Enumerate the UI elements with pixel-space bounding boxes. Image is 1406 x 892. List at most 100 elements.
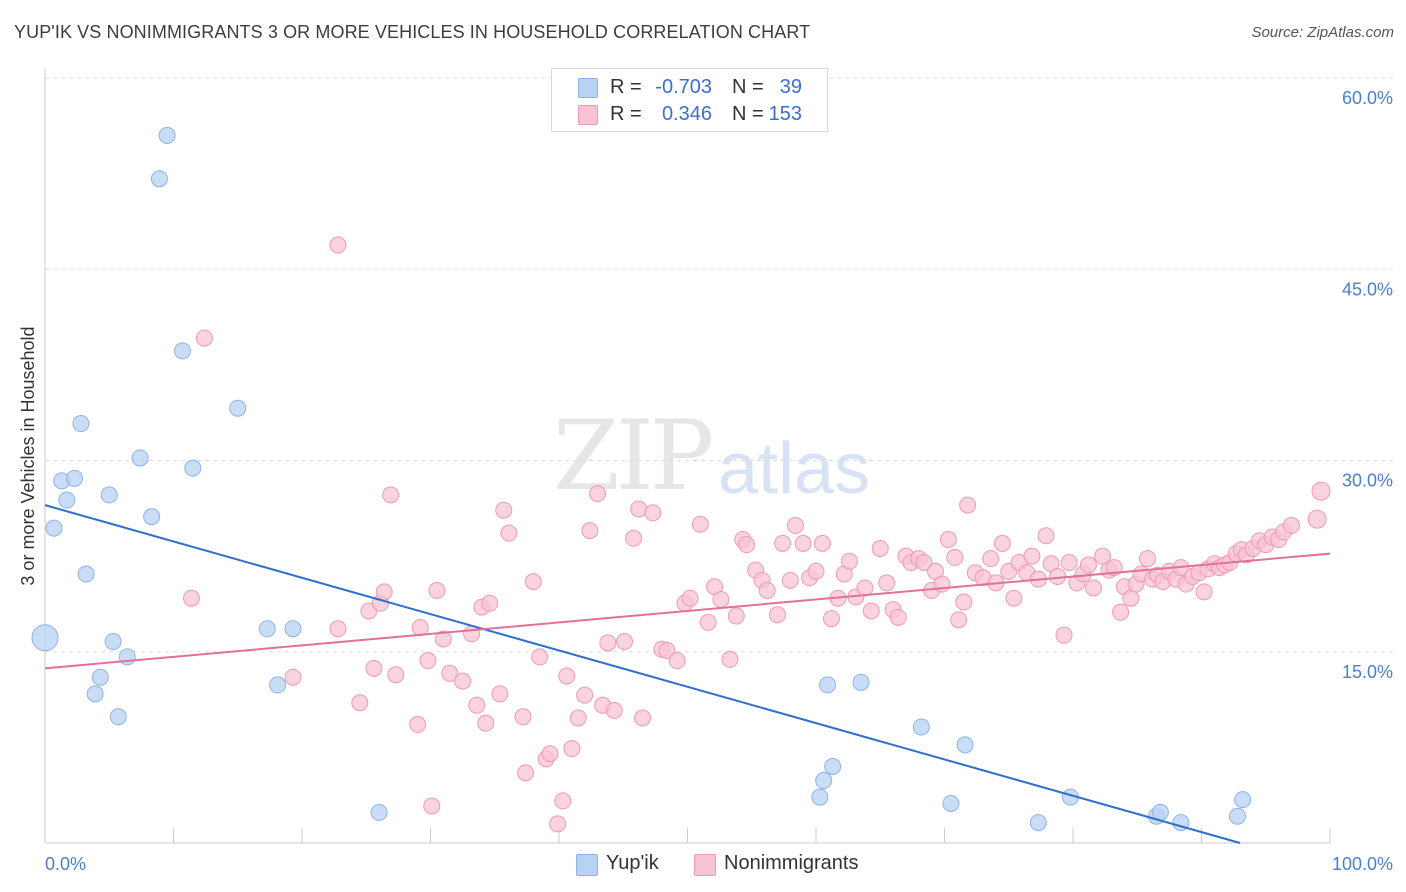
yupik-point [31, 624, 59, 652]
nonimmigrants-point [589, 485, 607, 503]
nonimmigrants-point [616, 633, 634, 651]
nonimmigrants-point [738, 536, 756, 554]
nonimmigrants-point [946, 548, 964, 566]
nonimmigrants-point [441, 664, 459, 682]
nonimmigrants-point [419, 652, 437, 670]
nonimmigrants-point [495, 501, 513, 519]
nonimmigrants-point [889, 608, 907, 626]
nonimmigrants-point [1195, 583, 1213, 601]
source-label: Source: ZipAtlas.com [1251, 24, 1394, 41]
nonimmigrants-point [758, 582, 776, 600]
yupik-point [66, 469, 84, 487]
nonimmigrants-point [993, 534, 1011, 552]
n-value: 153 [768, 103, 802, 125]
r-value: 0.346 [661, 103, 712, 125]
nonimmigrants-point [351, 694, 369, 712]
trend-lines [44, 504, 1331, 844]
nonimmigrants-point [454, 672, 472, 690]
yupik-point [284, 620, 302, 638]
yupik-point [269, 676, 287, 694]
nonimmigrants-point [182, 589, 200, 607]
yupik-legend-swatch [576, 854, 598, 876]
yupik-point [824, 758, 842, 775]
stats-row-nonimmigrants: R = 0.346 N = 153 [552, 101, 827, 127]
nonimmigrants-point [658, 641, 676, 659]
yupik-trend-line [44, 504, 1241, 844]
nonimmigrants-point [840, 552, 858, 570]
nonimmigrants-point [681, 589, 699, 607]
yupik-point [100, 486, 118, 504]
yupik-point [45, 519, 63, 537]
stats-legend: R = -0.703 N = 39 R = 0.346 N = 153 [551, 68, 828, 132]
nonimmigrants-point [434, 630, 452, 648]
yupik-point [258, 620, 276, 638]
nonimmigrants-point [721, 650, 739, 668]
yupik-point [912, 718, 930, 736]
yupik-point [72, 415, 90, 433]
nonimmigrants-point [915, 554, 933, 571]
yupik-point [815, 772, 833, 790]
nonimmigrants-point [933, 575, 951, 593]
nonimmigrants-point [1282, 517, 1300, 535]
nonimmigrants-point [481, 594, 499, 612]
nonimmigrants-point [822, 610, 840, 628]
yupik-point [91, 668, 109, 686]
r-label: R = [610, 103, 642, 125]
nonimmigrants-point [871, 539, 889, 557]
yupik-point [158, 126, 176, 144]
nonimmigrants-point [1094, 547, 1112, 565]
nonimmigrants-point [959, 496, 977, 514]
nonimmigrants-point [554, 792, 572, 810]
yupik-point [811, 788, 829, 806]
yupik-point [852, 673, 870, 691]
nonimmigrants-point [563, 740, 581, 758]
nonimmigrants-point [786, 517, 804, 535]
nonimmigrants-point [939, 531, 957, 549]
yupik-point [229, 399, 247, 417]
nonimmigrants-point [630, 500, 648, 518]
nonimmigrants-point [950, 611, 968, 629]
nonimmigrants-point [329, 620, 347, 638]
nonimmigrants-point [699, 613, 717, 631]
yupik-point [58, 491, 76, 509]
axes [44, 68, 1331, 844]
r-value: -0.703 [655, 76, 712, 98]
nonimmigrants-point [878, 574, 896, 592]
yupik-points [31, 126, 1252, 832]
x-tick-label: 0.0% [45, 854, 86, 874]
x-tick-label: 100.0% [1332, 854, 1393, 874]
y-axis-label: 3 or more Vehicles in Household [18, 326, 38, 585]
yupik-point [173, 342, 191, 360]
n-label: N = [732, 103, 764, 125]
nonimmigrants-point [644, 504, 662, 522]
nonimmigrants-points [182, 236, 1331, 833]
nonimmigrants-point [1023, 547, 1041, 565]
yupik-point [1234, 791, 1252, 809]
yupik-point [942, 794, 960, 812]
nonimmigrants-point [500, 524, 518, 542]
nonimmigrants-point [862, 602, 880, 620]
yupik-point [86, 685, 104, 703]
yupik-point [77, 565, 95, 583]
nonimmigrants-point [541, 745, 559, 763]
nonimmigrants-point [517, 764, 535, 782]
nonimmigrants-point [605, 701, 623, 719]
nonimmigrants-point [576, 686, 594, 704]
watermark-zip: ZIP [553, 400, 714, 512]
tick-labels: 15.0% 30.0% 45.0% 60.0% 0.0% 100.0% [45, 88, 1393, 874]
nonimmigrants-point [634, 709, 652, 727]
nonimmigrants-trend-line [44, 552, 1331, 670]
nonimmigrants-point [982, 550, 1000, 568]
nonimmigrants-point [387, 666, 405, 684]
n-label: N = [732, 76, 764, 98]
nonimmigrants-point [477, 714, 495, 732]
y-tick-label: 45.0% [1342, 279, 1393, 299]
yupik-point [184, 459, 202, 477]
nonimmigrants-point [768, 606, 786, 624]
nonimmigrants-point [382, 486, 400, 504]
nonimmigrants-point [375, 583, 393, 601]
nonimmigrants-point [599, 634, 617, 652]
nonimmigrants-swatch [578, 105, 598, 125]
nonimmigrants-point [558, 667, 576, 685]
nonimmigrants-legend-swatch [694, 854, 716, 876]
